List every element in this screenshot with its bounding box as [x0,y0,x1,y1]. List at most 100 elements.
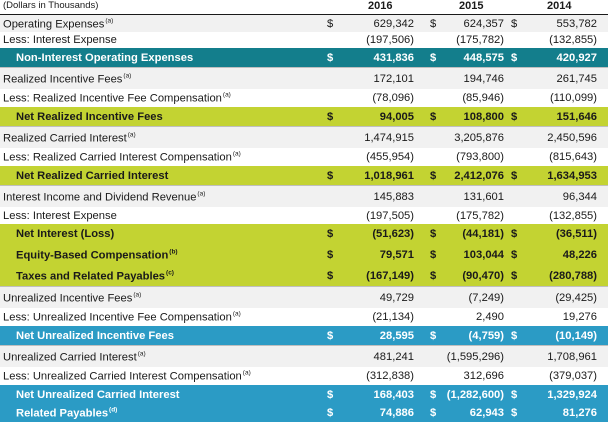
value-2015: 131,601 [463,190,504,203]
dollar-sign: $ [430,329,437,342]
value-2015: 3,205,876 [454,131,504,144]
table-row: Less: Realized Carried Interest Compensa… [0,148,608,166]
row-label: Unrealized Incentive Fees(a) [3,291,141,304]
row-label-text: Related Payables [16,407,109,420]
value-2016: 79,571 [379,248,414,261]
value-2015: (1,282,600) [446,388,504,401]
row-label: Less: Realized Carried Interest Compensa… [3,151,241,164]
table-body: Operating Expenses(a) $ $ $629,342 624,357 55… [0,15,608,422]
value-2015: (4,759) [468,329,504,342]
value-2014: 1,708,961 [547,350,597,363]
value-2014: 96,344 [562,190,597,203]
row-label-text: Realized Carried Interest [3,132,127,144]
table-row: Unrealized Carried Interest(a) 481,241 (1,… [0,345,608,367]
value-2016: 74,886 [379,407,414,419]
value-2016: (51,623) [372,228,414,240]
value-2015: (7,249) [468,291,504,304]
row-label-text: Net Realized Incentive Fees [16,110,163,123]
table-row: Operating Expenses(a) $ $ $629,342 624,357 55… [0,15,608,32]
row-label: Unrealized Carried Interest(a) [3,350,146,363]
value-2014: 81,276 [562,407,597,419]
footnote-marker: (a) [137,350,146,357]
value-2016: 49,729 [379,291,414,304]
value-2016: (455,954) [366,151,414,163]
dollar-sign: $ [430,228,437,240]
footnote-marker: (d) [109,406,118,414]
table-row: Less: Unrealized Incentive Fee Compensat… [0,308,608,326]
value-2015: (44,181) [462,228,504,240]
footnote-marker: (a) [232,150,241,158]
value-2016: (197,506) [366,34,414,46]
value-2014: (132,855) [549,209,597,222]
row-label-text: Net Realized Carried Interest [16,169,169,182]
value-2015: (175,782) [456,209,504,222]
row-label: Related Payables(d) [16,407,117,420]
subtotal-row: Net Unrealized Carried Interest $ $ $168,40… [0,385,608,404]
row-label: Less: Unrealized Carried Interest Compen… [3,370,251,383]
row-label-text: Less: Realized Carried Interest Compensa… [3,151,232,164]
value-2016: 629,342 [373,17,414,30]
row-label-text: Less: Realized Incentive Fee Compensatio… [3,92,222,105]
value-2015: (793,800) [456,151,504,163]
dollar-sign: $ [327,329,334,342]
subtotal-row: Taxes and Related Payables(c) $ $ $ (167,149… [0,265,608,286]
table-row: Interest Income and Dividend Revenue(a) 1… [0,185,608,207]
value-2016: 94,005 [379,110,414,123]
row-label-text: Net Unrealized Incentive Fees [16,329,174,342]
value-2014: 19,276 [562,311,597,323]
footnote-marker: (a) [133,291,142,298]
value-2016: 168,403 [373,388,414,401]
dollar-sign: $ [430,51,437,64]
value-2015: 448,575 [463,51,504,64]
row-label-text: Less: Unrealized Incentive Fee Compensat… [3,311,232,324]
value-2016: 28,595 [379,329,414,342]
value-2016: (312,838) [366,370,414,382]
dollar-sign: $ [511,407,518,419]
value-2015: 624,357 [463,17,504,30]
subtotal-row: Net Realized Incentive Fees $ $ $94,005 108,… [0,107,608,126]
value-2014: 553,782 [556,17,597,30]
value-2014: 261,745 [556,72,597,85]
row-label-text: Less: Interest Expense [3,209,117,222]
subtotal-row: Related Payables(d) $ $ $74,886 62,943 81,276 [0,404,608,422]
subtotal-row: Net Unrealized Incentive Fees $ $ $28,595 (4… [0,326,608,345]
table-row: Less: Unrealized Carried Interest Compen… [0,367,608,385]
table-row: Less: Interest Expense (197,505) (175,782)… [0,207,608,224]
dollar-sign: $ [327,388,334,401]
dollar-sign: $ [327,269,334,282]
footnote-marker: (a) [222,91,231,99]
value-2015: (90,470) [462,269,504,282]
dollar-sign: $ [327,51,334,64]
footnote-marker: (a) [123,72,132,79]
value-2016: (78,096) [372,92,414,104]
dollar-sign: $ [511,228,518,240]
row-label: Realized Carried Interest(a) [3,131,136,144]
dollar-sign: $ [327,169,334,182]
table-row: Realized Incentive Fees(a) 172,101 194,746… [0,67,608,89]
table-row: Less: Interest Expense (197,506) (175,782)… [0,32,608,48]
footnote-marker: (a) [232,310,241,318]
row-label-text: Net Interest (Loss) [16,228,115,240]
row-label-text: Interest Income and Dividend Revenue [3,191,197,203]
subtotal-row: Net Interest (Loss) $ $ $ (51,623) (44,181) (3… [0,224,608,244]
value-2016: (197,505) [366,209,414,222]
row-label: Less: Interest Expense [3,210,117,222]
year-2016-heading: 2016 [368,0,393,12]
dollar-sign: $ [430,269,437,282]
value-2015: (175,782) [456,34,504,46]
row-label: Net Unrealized Carried Interest [16,389,180,401]
value-2014: (29,425) [555,291,597,304]
dollar-sign: $ [430,407,437,419]
row-label: Less: Interest Expense [3,34,117,46]
dollar-sign: $ [327,407,334,419]
dollar-sign: $ [511,248,518,261]
value-2014: (280,788) [549,269,597,282]
value-2014: (815,643) [549,151,597,163]
value-2014: (36,511) [555,228,597,240]
footnote-marker: (a) [127,131,136,138]
row-label-text: Realized Incentive Fees [3,73,123,85]
year-2014-heading: 2014 [547,0,572,12]
dollar-sign: $ [511,17,518,30]
dollar-sign: $ [511,110,518,123]
footnote-marker: (a) [242,369,251,377]
